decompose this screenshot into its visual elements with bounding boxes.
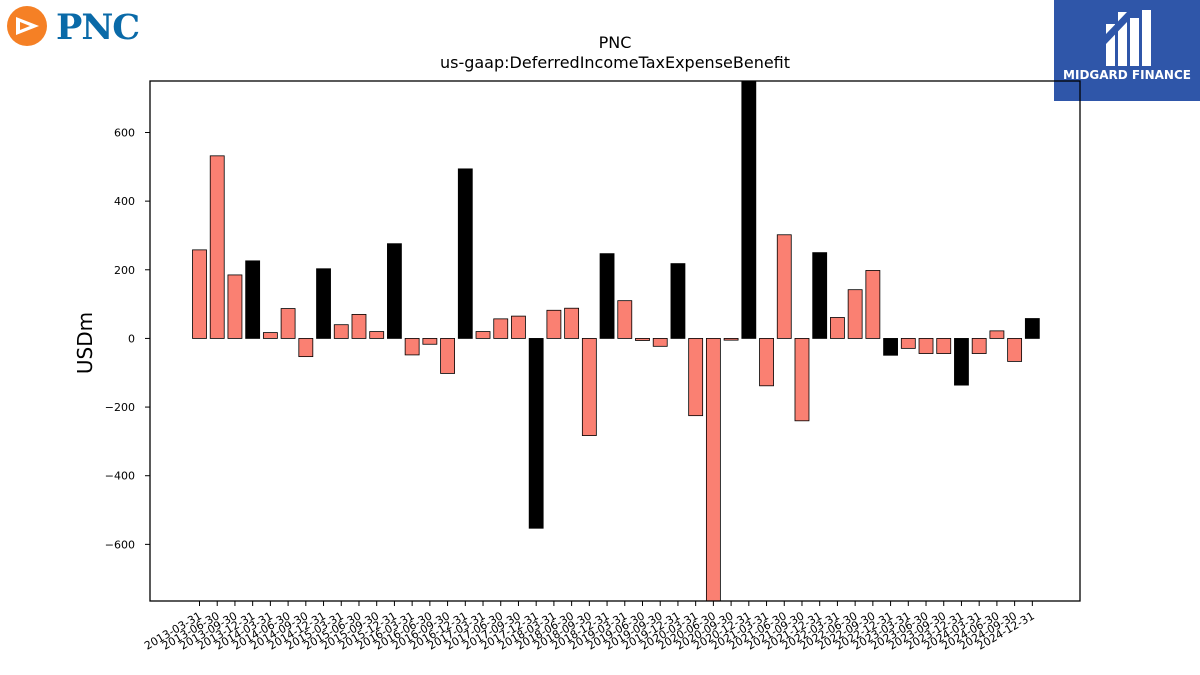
bar-2017-03-31 [475,331,491,339]
bar-2016-12-31 [457,168,473,339]
plot-frame [149,80,1081,602]
bar-2023-12-31 [954,338,969,386]
bar-2019-06-30 [635,338,650,341]
bar-2024-06-30 [989,330,1005,339]
x-axis: 2013-03-312013-06-302013-09-302013-12-31… [142,601,1037,653]
chart-title: PNC [598,33,632,52]
midgard-finance-logo: MIDGARD FINANCE [1054,0,1200,101]
bar-2023-03-31 [900,338,916,349]
bar-2020-12-31 [741,81,757,339]
pnc-triangle-icon [7,6,47,46]
y-tick-label: 200 [114,264,135,277]
bar-2022-12-31 [883,338,898,356]
bar-2015-12-31 [387,243,402,339]
bar-2018-09-30 [581,338,597,436]
bar-2016-09-30 [440,338,455,374]
midgard-m-icon [1106,10,1151,66]
bar-2017-12-31 [528,338,544,529]
y-tick-label: −400 [105,470,135,483]
bar-2019-03-31 [617,300,633,339]
y-tick-label: −200 [105,401,135,414]
bar-2022-06-30 [847,289,863,339]
bar-2013-06-30 [209,155,225,339]
y-tick-label: −600 [105,538,135,551]
bar-2015-06-30 [351,313,367,339]
bar-2021-06-30 [776,234,792,339]
bar-2024-09-30 [1007,338,1023,362]
bar-2015-09-30 [369,331,385,339]
bar-2017-06-30 [493,318,509,339]
y-tick-label: 0 [128,332,135,345]
bar-2024-03-31 [971,338,987,354]
bar-2018-06-30 [564,307,580,339]
bar-2019-12-31 [670,263,686,339]
bar-2023-09-30 [936,338,952,354]
bar-2013-03-31 [192,249,207,339]
bar-2023-06-30 [918,338,934,354]
bars-group [192,81,1040,601]
y-tick-label: 400 [114,195,135,208]
bar-2015-03-31 [333,324,349,339]
bar-2018-03-31 [546,309,562,339]
pnc-logo: PNC [6,5,156,50]
pnc-logo-text: PNC [56,7,140,48]
y-axis-label: USDm [73,312,97,374]
bar-2020-09-30 [723,338,739,341]
bar-2018-12-31 [599,253,615,339]
midgard-logo-text: MIDGARD FINANCE [1063,68,1191,82]
bar-2021-12-31 [812,252,828,339]
bar-2013-09-30 [227,274,243,339]
bar-2017-09-30 [511,315,526,339]
bar-2021-03-31 [759,338,774,387]
bar-2022-09-30 [865,270,881,339]
y-tick-label: 600 [114,126,135,139]
bar-2014-06-30 [280,308,296,339]
bar-2020-03-31 [688,338,704,417]
bar-2016-03-31 [404,338,420,356]
bar-2021-09-30 [794,338,810,422]
bar-2024-12-31 [1024,318,1040,339]
bar-2014-12-31 [316,268,331,339]
bar-2016-06-30 [422,338,438,345]
bar-2022-03-31 [830,317,845,339]
bar-2019-09-30 [652,338,668,347]
bar-2013-12-31 [245,260,261,339]
bar-2014-09-30 [298,338,314,358]
bar-2020-06-30 [705,338,721,601]
bar-2014-03-31 [262,332,278,339]
y-axis: −600 −400 −200 0 200 400 600 [105,126,150,551]
chart-subtitle: us-gaap:DeferredIncomeTaxExpenseBenefit [439,53,791,72]
